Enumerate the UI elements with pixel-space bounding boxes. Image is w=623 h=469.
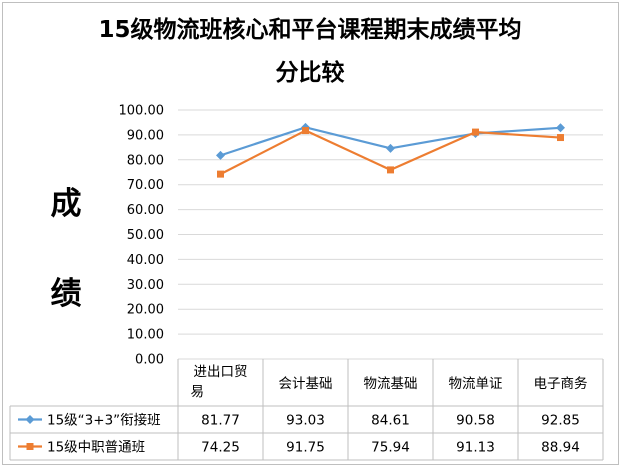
data-point <box>387 166 394 174</box>
legend-marker <box>26 443 34 450</box>
data-table-value: 74.25 <box>201 440 240 456</box>
x-category-label: 物流基础 <box>364 375 418 392</box>
data-point <box>216 150 225 160</box>
y-tick-label: 10.00 <box>127 328 164 343</box>
legend-entry: 15级“3+3”衔接班 <box>47 412 161 429</box>
data-point <box>302 127 309 135</box>
y-tick-label: 50.00 <box>127 228 164 243</box>
data-table-value: 91.13 <box>456 440 495 456</box>
y-tick-label: 40.00 <box>127 253 164 268</box>
chart-title-line1: 15级物流班核心和平台课程期末成绩平均 <box>98 17 522 43</box>
y-tick-label: 70.00 <box>127 178 164 193</box>
data-table-value: 93.03 <box>286 413 325 429</box>
legend-entry: 15级中职普通班 <box>47 440 145 456</box>
data-point <box>557 134 564 142</box>
data-table-value: 81.77 <box>201 413 240 429</box>
y-tick-label: 60.00 <box>127 203 164 218</box>
data-table-value: 91.75 <box>286 440 325 456</box>
y-tick-label: 0.00 <box>135 353 164 368</box>
x-category-label: 易 <box>191 384 205 400</box>
y-tick-label: 20.00 <box>127 303 164 318</box>
data-table-value: 88.94 <box>541 440 580 456</box>
x-category-label: 进出口贸 <box>194 364 248 380</box>
x-category-label: 会计基础 <box>279 375 333 392</box>
y-tick-label: 100.00 <box>119 104 165 119</box>
y-axis-label-char-2: 绩 <box>50 276 82 312</box>
chart-frame <box>2 2 619 465</box>
y-tick-label: 30.00 <box>127 278 164 293</box>
series-lines <box>216 122 565 178</box>
x-category-label: 物流单证 <box>449 376 503 392</box>
data-point <box>386 143 395 153</box>
y-axis-label-char-1: 成 <box>50 186 82 222</box>
y-tick-label: 80.00 <box>127 153 164 168</box>
legend-marker <box>25 415 35 424</box>
data-table-value: 92.85 <box>541 413 580 429</box>
data-point <box>472 128 479 136</box>
y-tick-label: 90.00 <box>127 128 164 143</box>
chart-title-line2: 分比较 <box>275 60 345 86</box>
y-axis-ticks: 0.00 10.00 20.00 30.00 40.00 50.00 60.00 70.00 8… <box>119 104 165 368</box>
data-table-value: 84.61 <box>371 413 410 429</box>
data-point <box>556 123 565 133</box>
data-table-value: 75.94 <box>371 440 410 456</box>
x-category-label: 电子商务 <box>534 376 588 392</box>
data-point <box>217 170 224 178</box>
data-table-value: 90.58 <box>456 413 495 429</box>
